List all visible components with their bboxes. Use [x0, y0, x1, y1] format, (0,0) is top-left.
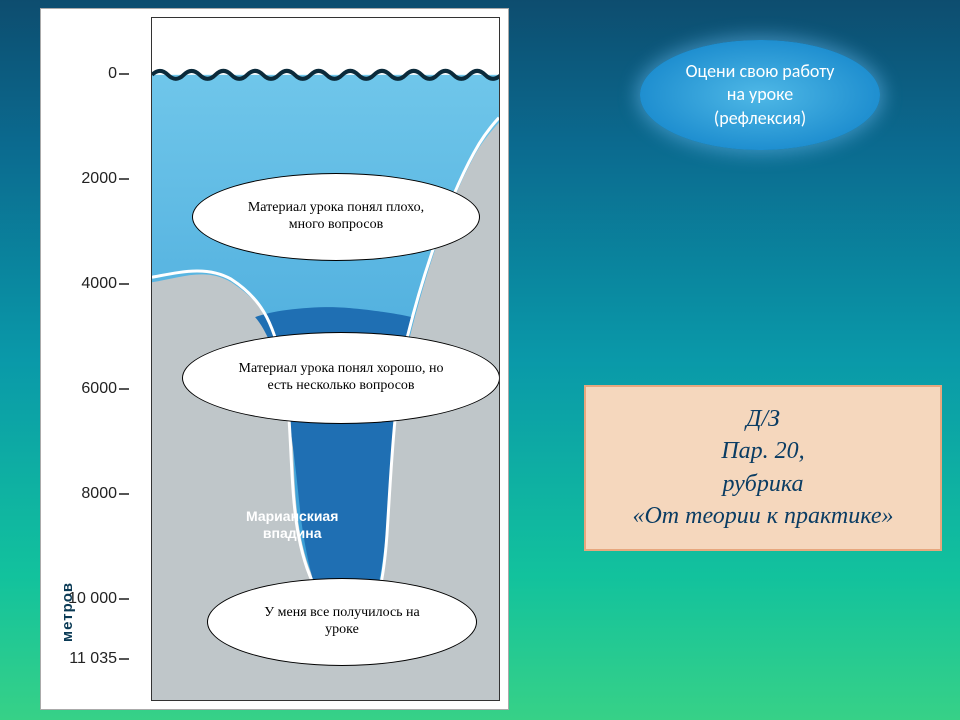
hw-l4: «От теории к практике»	[598, 500, 928, 532]
bubble-poor: Материал урока понял плохо,много вопросо…	[192, 173, 480, 261]
trench-label-l2: впадина	[263, 525, 322, 541]
trench-label: Марианскиая впадина	[246, 508, 338, 542]
ocean-plot: Марианскиая впадина Материал урока понял…	[151, 17, 500, 701]
reflection-badge: Оцени свою работу на уроке (рефлексия)	[640, 40, 880, 150]
trench-label-l1: Марианскиая	[246, 508, 338, 524]
depth-axis: метров 0 2000 4000 6000 8000 10 000 11 0…	[41, 9, 151, 709]
hw-l2: Пар. 20,	[598, 435, 928, 467]
reflection-badge-text: Оцени свою работу на уроке (рефлексия)	[686, 60, 835, 130]
hw-l1: Д/З	[598, 403, 928, 435]
slide-stage: метров 0 2000 4000 6000 8000 10 000 11 0…	[0, 0, 960, 720]
bubble-poor-text: Материал урока понял плохо,много вопросо…	[248, 200, 424, 234]
bubble-ok-text: Материал урока понял хорошо, ноесть неск…	[239, 361, 444, 395]
bubble-good: У меня все получилось науроке	[207, 578, 477, 666]
bubble-ok: Материал урока понял хорошо, ноесть неск…	[182, 332, 500, 424]
hw-l3: рубрика	[598, 468, 928, 500]
homework-box: Д/З Пар. 20, рубрика «От теории к практи…	[584, 385, 942, 551]
depth-diagram: метров 0 2000 4000 6000 8000 10 000 11 0…	[40, 8, 509, 710]
bubble-good-text: У меня все получилось науроке	[264, 605, 420, 639]
